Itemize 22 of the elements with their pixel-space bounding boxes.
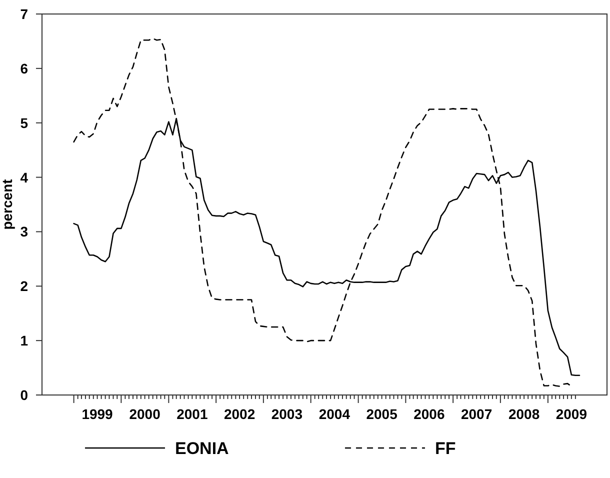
x-tick-label: 2000 bbox=[129, 406, 161, 422]
y-tick-label: 6 bbox=[20, 60, 28, 76]
x-tick-label: 2002 bbox=[224, 406, 256, 422]
y-tick-label: 7 bbox=[20, 6, 28, 22]
y-tick-label: 2 bbox=[20, 278, 28, 294]
x-tick-label: 1999 bbox=[82, 406, 114, 422]
x-tick-label: 2001 bbox=[176, 406, 208, 422]
x-tick-label: 2005 bbox=[366, 406, 398, 422]
legend-label: FF bbox=[435, 439, 456, 458]
y-tick-label: 1 bbox=[20, 332, 28, 349]
y-tick-label: 0 bbox=[20, 387, 28, 403]
x-tick-label: 2004 bbox=[318, 406, 350, 422]
y-tick-label: 4 bbox=[20, 169, 28, 186]
x-tick-label: 2009 bbox=[556, 406, 588, 422]
x-tick-label: 2006 bbox=[414, 406, 445, 422]
legend-label: EONIA bbox=[175, 439, 229, 458]
y-tick-label: 3 bbox=[20, 224, 28, 240]
x-tick-label: 2003 bbox=[271, 406, 303, 422]
x-tick-label: 2008 bbox=[508, 406, 540, 422]
y-tick-label: 5 bbox=[20, 114, 28, 131]
y-axis-title: percent bbox=[0, 178, 15, 230]
x-tick-label: 2007 bbox=[460, 406, 492, 422]
